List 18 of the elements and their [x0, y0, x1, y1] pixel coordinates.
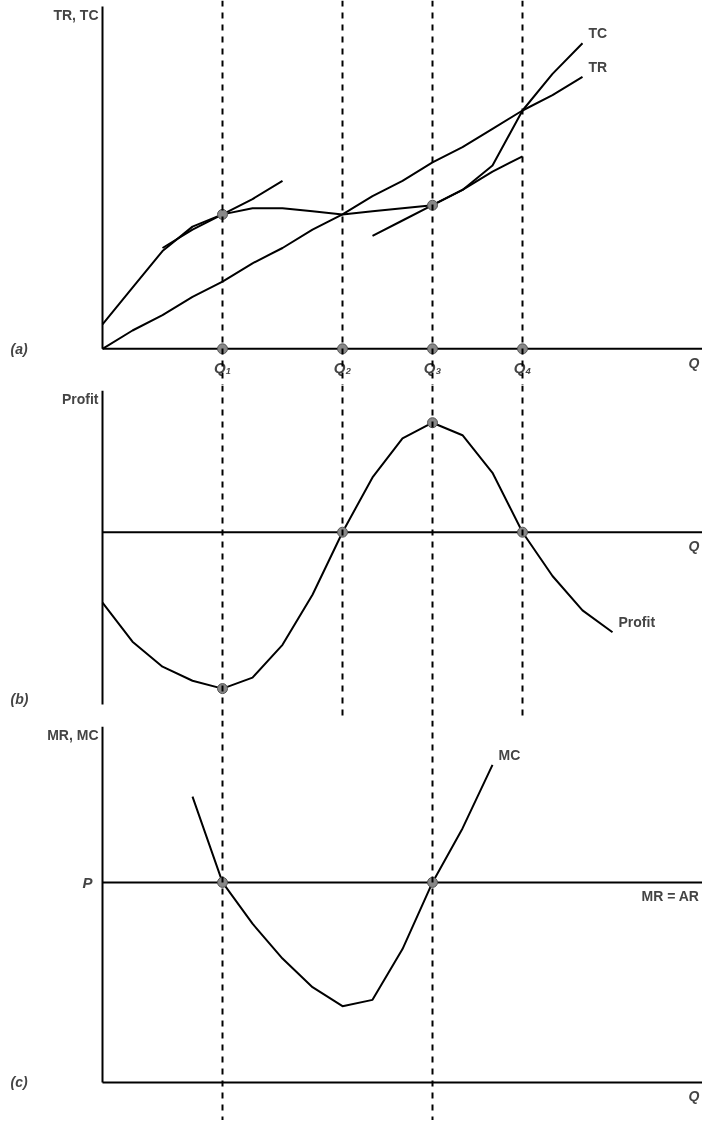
series-label: MC	[498, 746, 521, 763]
text: (a)	[10, 340, 28, 357]
y-axis-title: Profit	[61, 390, 99, 407]
series-label: TC	[588, 25, 608, 42]
text: (b)	[10, 691, 29, 708]
x-axis-title: Q	[688, 354, 700, 371]
x-axis-title: Q	[688, 538, 700, 555]
y-axis-title: MR, MC	[47, 726, 99, 743]
x-axis-title: Q	[688, 1088, 700, 1105]
text: (c)	[10, 1074, 28, 1091]
x-tick-label: Q₂	[333, 358, 352, 376]
series-label: Profit	[618, 614, 656, 631]
text: P	[82, 874, 94, 891]
x-tick-label: Q₃	[423, 358, 442, 376]
y-axis-title: TR, TC	[53, 6, 99, 23]
x-tick-label: Q₄	[513, 358, 532, 376]
series-label: MR = AR	[641, 888, 699, 905]
series-label: TR	[588, 58, 608, 75]
